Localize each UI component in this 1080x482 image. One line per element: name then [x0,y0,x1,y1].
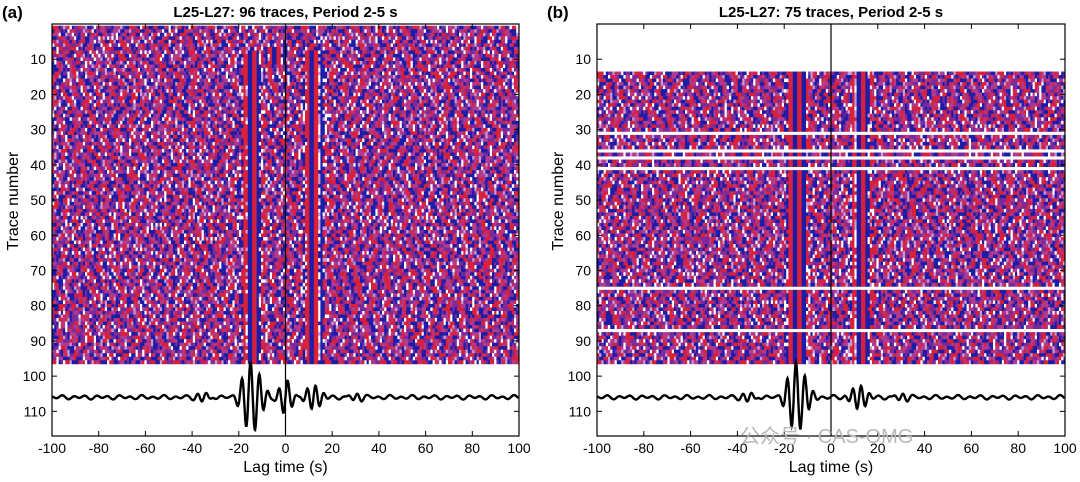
y-tick-label: 110 [569,403,592,419]
x-axis-title: Lag time (s) [243,459,327,476]
y-tick-label: 40 [30,157,46,173]
x-tick-label: 80 [465,440,481,456]
x-tick-label: -60 [135,440,155,456]
x-tick-label: -100 [583,440,611,456]
panel-label: (b) [547,3,569,22]
x-tick-label: 60 [418,440,434,456]
trace-heatmap [597,71,1065,365]
x-tick-label: 40 [917,440,933,456]
y-tick-label: 30 [575,122,591,138]
x-tick-label: -20 [229,440,249,456]
x-tick-label: -40 [727,440,747,456]
y-axis-title: Trace number [5,151,22,251]
y-tick-label: 80 [575,298,591,314]
x-tick-label: -80 [634,440,654,456]
x-tick-label: -100 [38,440,66,456]
y-tick-label: 10 [575,51,591,67]
panel-title: L25-L27: 96 traces, Period 2-5 s [173,4,397,21]
y-tick-label: 20 [30,86,46,102]
watermark-text: 公众号 · CAS-OMG [740,425,913,448]
y-axis-title: Trace number [550,151,567,251]
y-tick-label: 100 [23,368,47,384]
x-tick-label: -80 [89,440,109,456]
x-tick-label: 20 [870,440,886,456]
panel-title: L25-L27: 75 traces, Period 2-5 s [719,4,943,21]
y-tick-label: 40 [575,157,591,173]
y-tick-label: 90 [575,333,591,349]
y-tick-label: 50 [575,192,591,208]
x-tick-label: 0 [827,440,835,456]
panel-b: -100 -80 -60 -40 -20 0 20 40 60 80 100 10 20 30 40 50 60… [547,3,1077,476]
y-tick-label: 80 [30,298,46,314]
y-tick-label: 110 [24,403,47,419]
y-tick-label: 90 [30,333,46,349]
y-tick-label: 60 [30,227,46,243]
x-axis-title: Lag time (s) [789,459,873,476]
x-tick-label: 80 [1010,440,1026,456]
x-tick-label: -20 [774,440,794,456]
x-tick-label: 100 [507,440,531,456]
x-tick-label: 100 [1053,440,1077,456]
y-tick-label: 70 [575,262,591,278]
panel-label: (a) [2,3,23,22]
y-tick-label: 100 [568,368,592,384]
x-tick-label: 20 [324,440,340,456]
y-tick-label: 10 [30,51,46,67]
y-tick-label: 50 [30,192,46,208]
x-tick-label: 40 [371,440,387,456]
y-tick-label: 60 [575,227,591,243]
x-tick-label: 60 [964,440,980,456]
y-tick-label: 70 [30,262,46,278]
y-tick-label: 20 [575,86,591,102]
x-tick-label: -60 [680,440,700,456]
y-tick-label: 30 [30,122,46,138]
panel-a: -100 -80 -60 -40 -20 0 20 40 60 80 100 10 20 30 40 50 60… [2,3,531,476]
trace-heatmap [52,25,519,365]
x-tick-label: 0 [282,440,290,456]
x-tick-label: -40 [182,440,202,456]
